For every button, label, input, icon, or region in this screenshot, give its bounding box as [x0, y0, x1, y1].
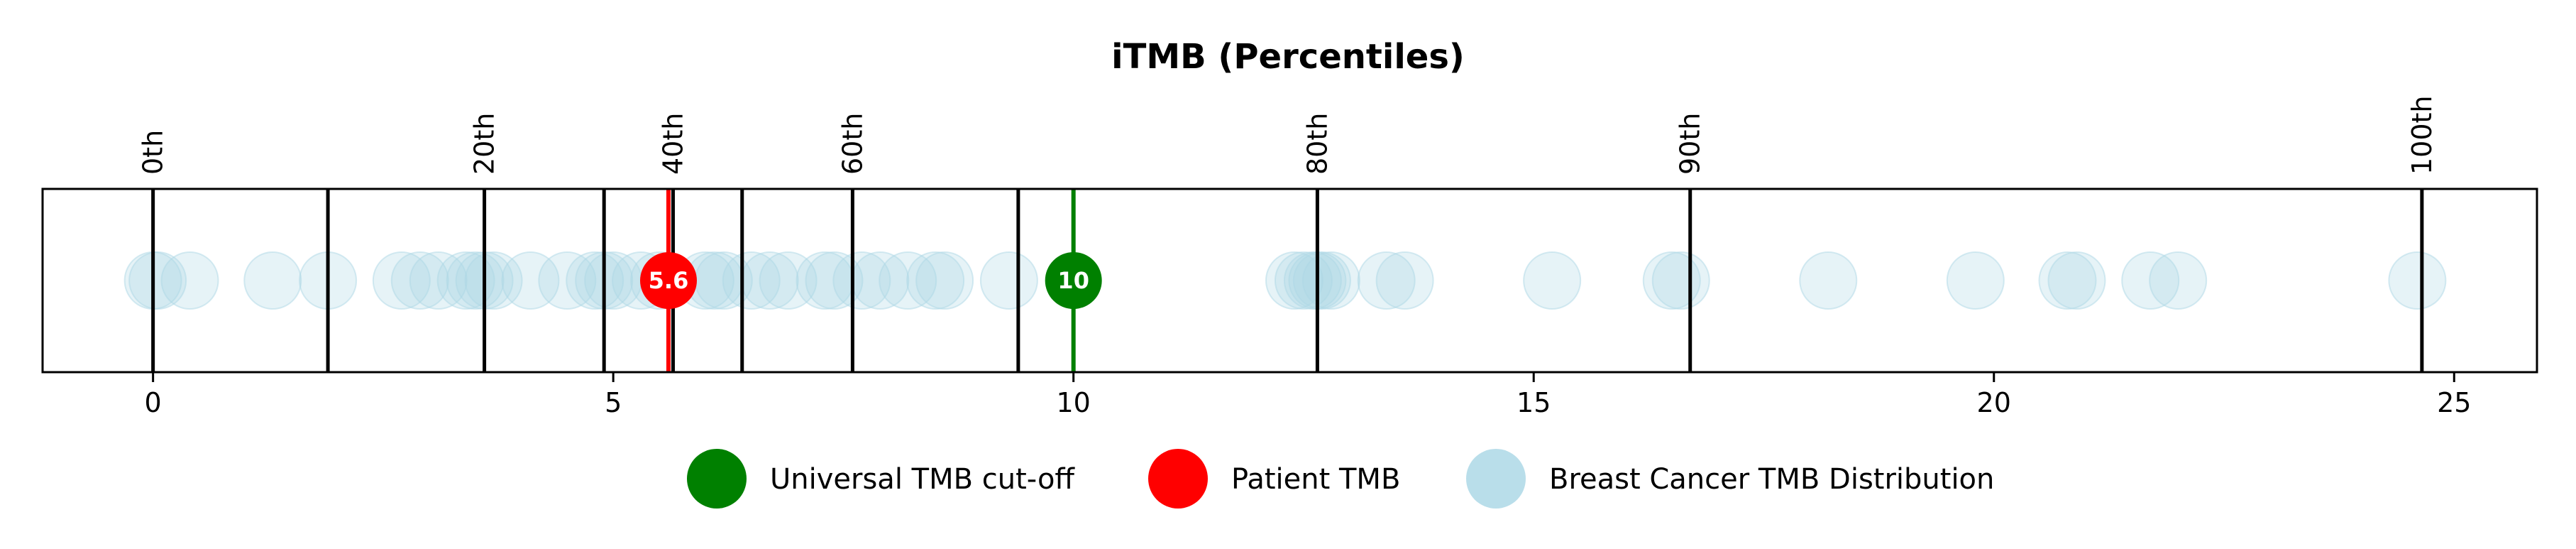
distribution-point	[2038, 251, 2097, 310]
distribution-point	[1799, 251, 1858, 310]
percentile-label: 0th	[138, 130, 169, 175]
distribution-point	[2149, 251, 2208, 310]
x-axis: 0 5 10 15 20 25	[145, 372, 2471, 418]
distribution-point	[832, 251, 891, 310]
patient-tmb-marker	[639, 252, 697, 309]
distribution-point	[372, 251, 431, 310]
legend-label: Universal TMB cut-off	[770, 463, 1075, 496]
legend-marker	[687, 449, 747, 509]
percentile-label: 20th	[469, 113, 500, 175]
marker-layer: 5.6 10	[639, 189, 1102, 372]
distribution-point	[1523, 251, 1582, 310]
percentile-labels: 0th 20th 40th 60th 80th 90th 100th	[138, 95, 2438, 175]
distribution-point	[446, 251, 505, 310]
distribution-point	[409, 251, 468, 310]
distribution-point	[759, 251, 818, 310]
x-tick-label: 0	[145, 387, 162, 418]
x-tick-label: 5	[605, 387, 622, 418]
distribution-point	[1292, 251, 1351, 310]
distribution-point	[390, 251, 449, 310]
distribution-point	[906, 251, 965, 310]
x-tick-label: 20	[1977, 387, 2011, 418]
x-tick-label: 15	[1517, 387, 1551, 418]
distribution-point	[501, 251, 560, 310]
distribution-point	[979, 251, 1038, 310]
distribution-point	[436, 251, 495, 310]
distribution-point	[1642, 251, 1701, 310]
distribution-point	[2047, 251, 2106, 310]
distribution-point	[1651, 251, 1710, 310]
distribution-layer	[123, 251, 2447, 310]
cutoff-tmb-label: 10	[1057, 267, 1089, 294]
distribution-point	[1946, 251, 2005, 310]
distribution-point	[160, 251, 219, 310]
chart-title: iTMB (Percentiles)	[1111, 37, 1465, 77]
percentile-label: 90th	[1675, 113, 1706, 175]
distribution-point	[1357, 251, 1416, 310]
distribution-point	[243, 251, 302, 310]
percentile-label: 80th	[1301, 113, 1333, 175]
distribution-point	[722, 251, 781, 310]
distribution-point	[464, 251, 523, 310]
legend: Universal TMB cut-off Patient TMB Breast C…	[687, 449, 1994, 509]
distribution-point	[879, 251, 937, 310]
distribution-point	[915, 251, 974, 310]
distribution-point	[1301, 251, 1360, 310]
x-tick-label: 10	[1057, 387, 1091, 418]
legend-label: Patient TMB	[1231, 463, 1400, 496]
legend-marker	[1148, 449, 1208, 509]
distribution-point	[128, 251, 187, 310]
x-tick-label: 25	[2437, 387, 2471, 418]
percentile-label: 40th	[657, 113, 688, 175]
percentile-label: 100th	[2406, 95, 2438, 175]
legend-marker	[1466, 449, 1526, 509]
distribution-point	[1265, 251, 1323, 310]
cutoff-tmb-marker	[1045, 252, 1102, 309]
distribution-point	[805, 251, 864, 310]
distribution-point	[2121, 251, 2180, 310]
distribution-point	[1375, 251, 1434, 310]
legend-label: Breast Cancer TMB Distribution	[1549, 463, 1994, 496]
distribution-point	[2388, 251, 2447, 310]
distribution-point	[566, 251, 624, 310]
percentile-label: 60th	[837, 113, 868, 175]
plot-frame	[41, 187, 2538, 374]
distribution-point	[538, 251, 597, 310]
patient-tmb-label: 5.6	[649, 267, 689, 294]
